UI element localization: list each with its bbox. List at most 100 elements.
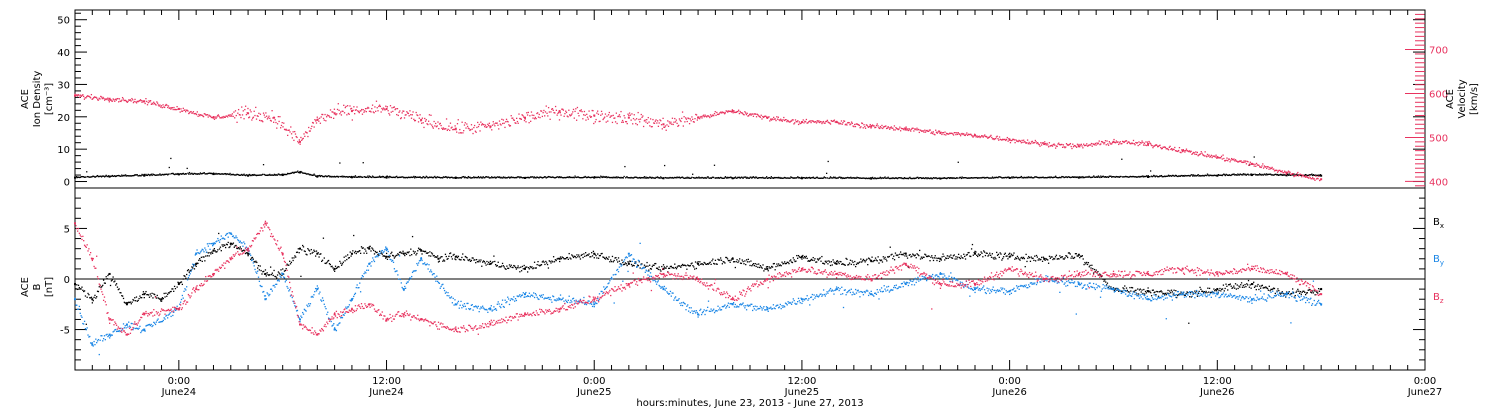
bfield-bx-point bbox=[768, 270, 769, 271]
velocity-point bbox=[412, 111, 413, 112]
velocity-point bbox=[816, 122, 817, 123]
bfield-bx-point bbox=[340, 263, 341, 264]
density-point bbox=[262, 174, 263, 175]
bfield-bx-point bbox=[801, 258, 802, 259]
density-point bbox=[366, 177, 367, 178]
velocity-point bbox=[732, 109, 733, 110]
bfield-bx-point bbox=[164, 296, 165, 297]
bfield-bx-point bbox=[877, 260, 878, 261]
velocity-point bbox=[387, 106, 388, 107]
bfield-bx-point bbox=[752, 264, 753, 265]
velocity-point bbox=[567, 116, 568, 117]
bfield-bx-point bbox=[1165, 293, 1166, 294]
velocity-point bbox=[864, 126, 865, 127]
bfield-bx-point bbox=[1062, 256, 1063, 257]
bfield-bx-point bbox=[1130, 290, 1131, 291]
bfield-bx-point bbox=[508, 268, 509, 269]
velocity-point bbox=[259, 120, 260, 121]
velocity-point bbox=[328, 115, 329, 116]
density-point bbox=[770, 178, 771, 179]
velocity-point bbox=[525, 121, 526, 122]
bfield-bx-point bbox=[885, 259, 886, 260]
velocity-point bbox=[430, 123, 431, 124]
bfield-bx-point bbox=[1244, 287, 1245, 288]
velocity-point bbox=[909, 129, 910, 130]
bfield-bx-point bbox=[1049, 256, 1050, 257]
velocity-point bbox=[1047, 144, 1048, 145]
velocity-point bbox=[1106, 140, 1107, 141]
velocity-point bbox=[213, 116, 214, 117]
velocity-point bbox=[334, 109, 335, 110]
bfield-bx-point bbox=[739, 258, 740, 259]
velocity-point bbox=[761, 115, 762, 116]
velocity-point bbox=[675, 121, 676, 122]
bfield-bx-point bbox=[980, 251, 981, 252]
bfield-bx-point bbox=[356, 253, 357, 254]
bfield-bx-point bbox=[1076, 253, 1077, 254]
bfield-bx-point bbox=[613, 261, 614, 262]
bfield-bx-point bbox=[577, 256, 578, 257]
bfield-bx-point bbox=[281, 275, 282, 276]
velocity-point bbox=[176, 106, 177, 107]
density-point bbox=[189, 172, 190, 173]
bfield-bx-point bbox=[1044, 258, 1045, 259]
bfield-bx-point bbox=[588, 253, 589, 254]
velocity-point bbox=[158, 104, 159, 105]
velocity-point bbox=[98, 99, 99, 100]
velocity-point bbox=[352, 110, 353, 111]
bfield-bx-point bbox=[925, 254, 926, 255]
velocity-point bbox=[1018, 141, 1019, 142]
velocity-point bbox=[508, 124, 509, 125]
velocity-point bbox=[1261, 167, 1262, 168]
bfield-bx-point bbox=[80, 288, 81, 289]
velocity-point bbox=[853, 126, 854, 127]
velocity-point bbox=[1293, 173, 1294, 174]
bfield-bx-point bbox=[87, 297, 88, 298]
bfield-bx-point bbox=[553, 256, 554, 257]
velocity-point bbox=[673, 122, 674, 123]
bfield-bx-point bbox=[338, 266, 339, 267]
velocity-point bbox=[1007, 137, 1008, 138]
bfield-bx-point bbox=[994, 257, 995, 258]
bfield-bx-point bbox=[1050, 258, 1051, 259]
bfield-bx-point bbox=[415, 254, 416, 255]
velocity-point bbox=[683, 116, 684, 117]
velocity-point bbox=[574, 111, 575, 112]
bfield-bx-point bbox=[837, 260, 838, 261]
velocity-point bbox=[986, 136, 987, 137]
velocity-point bbox=[294, 131, 295, 132]
velocity-point bbox=[117, 98, 118, 99]
velocity-point bbox=[595, 119, 596, 120]
velocity-point bbox=[277, 123, 278, 124]
velocity-point bbox=[1104, 142, 1105, 143]
bfield-bx-point bbox=[904, 255, 905, 256]
bfield-bx-point bbox=[919, 250, 920, 251]
velocity-point bbox=[421, 123, 422, 124]
bfield-bx-point bbox=[103, 280, 104, 281]
bfield-bx-point bbox=[96, 296, 97, 297]
bfield-bx-point bbox=[93, 300, 94, 301]
velocity-point bbox=[1057, 146, 1058, 147]
density-point bbox=[151, 174, 152, 175]
velocity-point bbox=[881, 127, 882, 128]
velocity-point bbox=[1289, 172, 1290, 173]
bfield-bx-point bbox=[583, 253, 584, 254]
bfield-bx-point bbox=[222, 246, 223, 247]
bfield-bx-point bbox=[434, 255, 435, 256]
bfield-bx-point bbox=[1137, 288, 1138, 289]
velocity-point bbox=[939, 131, 940, 132]
velocity-point bbox=[691, 116, 692, 117]
velocity-point bbox=[1006, 139, 1007, 140]
bfield-bx-point bbox=[874, 260, 875, 261]
bfield-bx-point bbox=[820, 261, 821, 262]
bfield-bx-point bbox=[1244, 284, 1245, 285]
density-point bbox=[1253, 174, 1254, 175]
velocity-point bbox=[114, 101, 115, 102]
velocity-point bbox=[991, 137, 992, 138]
bfield-bx-point bbox=[760, 265, 761, 266]
bfield-bx-point bbox=[1055, 256, 1056, 257]
bfield-bx-point bbox=[343, 262, 344, 263]
bfield-bx-point bbox=[883, 256, 884, 257]
velocity-point bbox=[420, 120, 421, 121]
velocity-point bbox=[1137, 142, 1138, 143]
